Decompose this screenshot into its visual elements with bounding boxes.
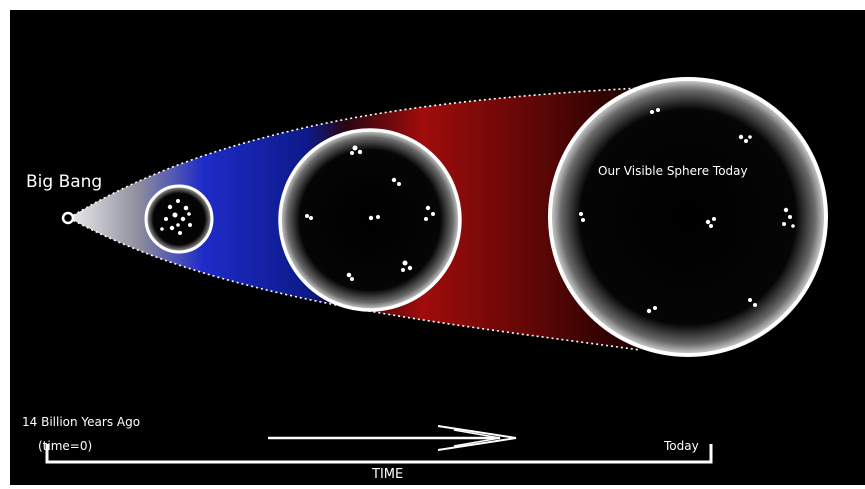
galaxy-cluster-group	[160, 199, 192, 235]
galaxy-cluster-group	[305, 145, 435, 281]
time-arrow	[268, 425, 517, 451]
early-universe-sphere	[144, 184, 214, 254]
time-axis-label: TIME	[372, 467, 404, 482]
timeline-bracket	[45, 444, 713, 464]
today-label: Today	[664, 439, 699, 453]
big-bang-label: Big Bang	[26, 172, 103, 192]
visible-sphere-label: Our Visible Sphere Today	[598, 164, 748, 178]
visible-sphere-today	[548, 77, 828, 357]
start-time-label: 14 Billion Years Ago	[22, 415, 141, 429]
middle-universe-sphere	[278, 128, 462, 312]
galaxy-cluster-group	[579, 108, 795, 314]
big-bang-point	[61, 211, 75, 225]
cone-edge-top	[68, 87, 641, 219]
time-zero-label: (time=0)	[38, 439, 93, 453]
